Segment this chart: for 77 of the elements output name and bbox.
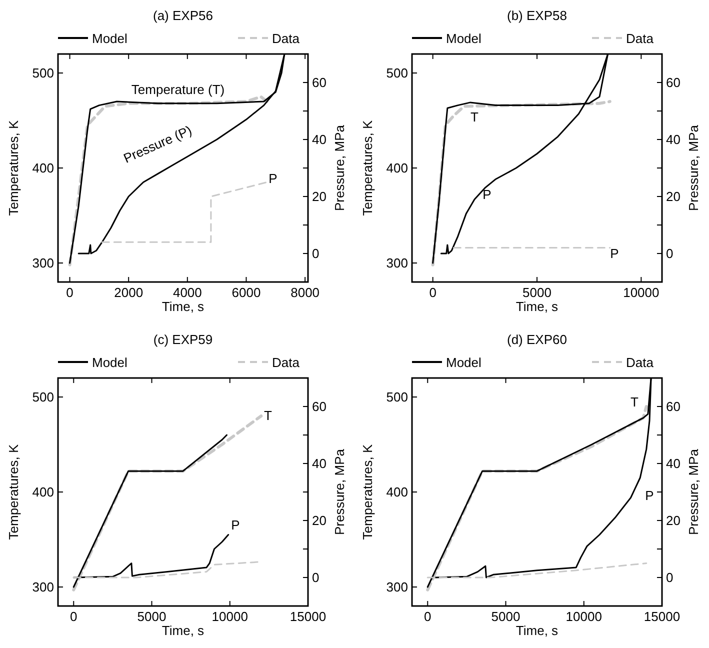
y-tick-label: 400 xyxy=(32,160,54,176)
annotation: T xyxy=(630,394,639,410)
y-tick-label: 400 xyxy=(386,484,408,500)
y2-tick-label: 40 xyxy=(666,132,680,148)
y2-tick-label: 60 xyxy=(666,75,680,90)
y2-axis-title: Pressure, MPa xyxy=(686,448,701,535)
x-tick-label: 0 xyxy=(424,609,432,624)
x-tick-label: 10000 xyxy=(566,609,602,624)
y-tick-label: 500 xyxy=(32,66,54,81)
x-tick-label: 4000 xyxy=(172,285,202,300)
legend-label: Data xyxy=(626,31,654,46)
y-tick-label: 500 xyxy=(32,390,54,405)
y2-tick-label: 60 xyxy=(312,399,326,414)
x-tick-label: 15000 xyxy=(290,609,326,624)
y2-tick-label: 0 xyxy=(666,570,674,586)
y2-tick-label: 0 xyxy=(312,246,320,262)
x-tick-label: 6000 xyxy=(232,285,261,300)
x-axis-title: Time, s xyxy=(162,299,205,314)
y2-tick-label: 20 xyxy=(666,513,680,528)
x-axis-title: Time, s xyxy=(162,623,205,638)
y2-axis-title: Pressure, MPa xyxy=(332,448,347,535)
x-tick-label: 2000 xyxy=(114,285,144,300)
y-tick-label: 500 xyxy=(386,66,408,81)
y-axis-title: Temperatures, K xyxy=(360,444,375,540)
legend-label: Data xyxy=(272,31,300,46)
y2-axis-title: Pressure, MPa xyxy=(332,124,347,211)
y-axis-title: Temperatures, K xyxy=(6,120,21,216)
chart-title: (c) EXP59 xyxy=(153,332,213,347)
y2-tick-label: 20 xyxy=(666,189,680,204)
y2-tick-label: 40 xyxy=(666,456,680,472)
y-tick-label: 300 xyxy=(32,256,54,271)
x-tick-label: 10000 xyxy=(623,285,660,300)
x-tick-label: 15000 xyxy=(644,609,680,624)
x-axis-title: Time, s xyxy=(516,623,559,638)
annotation: P xyxy=(482,186,492,202)
chart-title: (d) EXP60 xyxy=(507,332,567,347)
annotation: T xyxy=(470,109,479,124)
y2-tick-label: 0 xyxy=(666,246,674,262)
x-tick-label: 0 xyxy=(429,285,436,300)
legend-label: Model xyxy=(92,31,128,46)
chart-title: (b) EXP58 xyxy=(507,8,567,23)
y2-tick-label: 60 xyxy=(666,399,680,414)
y-tick-label: 300 xyxy=(32,580,54,595)
legend-label: Model xyxy=(446,31,482,46)
annotation: Temperature (T) xyxy=(131,82,225,97)
y2-tick-label: 40 xyxy=(312,132,326,148)
y-tick-label: 500 xyxy=(386,390,408,405)
x-tick-label: 8000 xyxy=(290,285,320,300)
y2-tick-label: 40 xyxy=(312,456,326,472)
annotation: P xyxy=(268,170,278,186)
x-tick-label: 5000 xyxy=(491,609,520,624)
x-tick-label: 5000 xyxy=(522,285,552,300)
x-tick-label: 5000 xyxy=(137,609,166,624)
y-tick-label: 400 xyxy=(32,484,54,500)
legend-label: Model xyxy=(92,355,128,370)
annotation: T xyxy=(264,408,272,424)
annotation: P xyxy=(645,488,654,503)
y-tick-label: 400 xyxy=(386,160,408,176)
y2-tick-label: 20 xyxy=(312,513,326,528)
annotation: P xyxy=(610,246,619,262)
chart-title: (a) EXP56 xyxy=(153,8,213,23)
legend-label: Data xyxy=(626,355,654,370)
y2-tick-label: 60 xyxy=(312,75,326,90)
x-tick-label: 10000 xyxy=(212,609,248,624)
y-tick-label: 300 xyxy=(386,256,408,271)
legend-label: Model xyxy=(446,355,482,370)
y2-tick-label: 20 xyxy=(312,189,326,204)
y2-tick-label: 0 xyxy=(312,570,320,586)
legend-label: Data xyxy=(272,355,300,370)
x-tick-label: 0 xyxy=(66,285,74,300)
y-axis-title: Temperatures, K xyxy=(6,444,21,540)
x-axis-title: Time, s xyxy=(516,299,559,314)
y2-axis-title: Pressure, MPa xyxy=(686,124,701,211)
annotation: P xyxy=(231,518,240,533)
x-tick-label: 0 xyxy=(70,609,78,624)
y-axis-title: Temperatures, K xyxy=(360,120,375,216)
y-tick-label: 300 xyxy=(386,580,408,595)
